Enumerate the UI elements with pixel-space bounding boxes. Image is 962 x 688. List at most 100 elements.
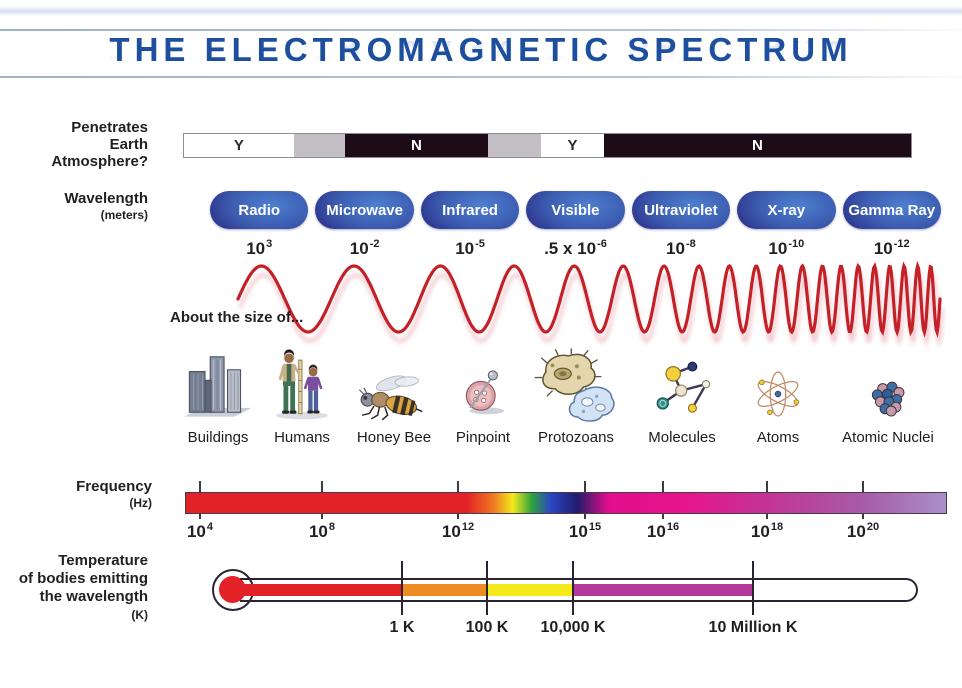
thermo-segment-yellow <box>487 584 573 596</box>
thermo-segment-empty <box>753 584 913 596</box>
temperature-tick-label: 10,000 K <box>540 619 606 636</box>
size-item-pinpoint: Pinpoint <box>449 346 517 446</box>
penetrates-label: Penetrates Earth Atmosphere? <box>0 119 148 170</box>
protozoans-icon <box>534 348 615 422</box>
pinpoint-icon <box>465 370 505 415</box>
penetrates-segment-no: N <box>344 134 489 157</box>
wavelength-bands: Radio 103 Microwave 10-2 Infrared 10-5 V… <box>210 191 941 259</box>
value-exponent: -10 <box>788 238 805 250</box>
temperature-label-line1: Temperature <box>58 552 148 569</box>
tick-exponent: 16 <box>666 521 680 533</box>
value-base: 10 <box>577 239 597 258</box>
penetrates-segment-yes: Y <box>541 134 604 157</box>
band-pill: X-ray <box>737 191 836 229</box>
penetrates-segment-partial <box>293 134 345 157</box>
value-exponent: -6 <box>597 238 607 250</box>
frequency-tick-label: 1018 <box>750 521 783 542</box>
band-pill: Radio <box>210 191 309 229</box>
band-xray: X-ray 10-10 <box>737 191 836 259</box>
penetrates-segment-no: N <box>603 134 912 157</box>
temperature-label: Temperature of bodies emitting the wavel… <box>0 552 148 624</box>
size-item-label: Atoms <box>756 429 800 446</box>
value-base: 10 <box>873 239 893 258</box>
frequency-label: Frequency (Hz) <box>4 478 152 512</box>
frequency-tick-label: 104 <box>186 521 214 542</box>
temperature-tick <box>572 561 574 615</box>
value-exponent: 3 <box>266 238 273 250</box>
size-item-label: Atomic Nuclei <box>842 429 934 446</box>
band-pill: Visible <box>526 191 625 229</box>
wavelength-unit: (meters) <box>100 208 148 222</box>
band-value: 10-2 <box>350 238 380 259</box>
temperature-label-line2: of bodies emitting <box>18 570 148 587</box>
band-name: Radio <box>238 201 281 219</box>
value-base: 10 <box>246 239 266 258</box>
tick-base: 10 <box>308 522 328 541</box>
band-infrared: Infrared 10-5 <box>420 191 520 259</box>
temperature-tick-label: 100 K <box>465 619 509 636</box>
tick-base: 10 <box>441 522 461 541</box>
thermo-segment-red <box>240 584 402 596</box>
band-ultraviolet: Ultraviolet 10-8 <box>631 191 731 259</box>
wavelength-label-text: Wavelength <box>64 190 148 207</box>
wave-path <box>236 260 942 339</box>
size-item-honeybee: Honey Bee <box>353 346 435 446</box>
temperature-tick-label: 1 K <box>389 619 415 636</box>
size-item-label: Buildings <box>187 429 249 446</box>
size-item-label: Pinpoint <box>455 429 511 446</box>
band-name: Visible <box>551 201 600 219</box>
humans-icon <box>276 349 328 420</box>
band-name: Gamma Ray <box>848 201 936 219</box>
penetrates-segment-yes: Y <box>184 134 294 157</box>
band-pill: Microwave <box>315 191 414 229</box>
atomic-nuclei-icon <box>871 381 905 417</box>
size-item-label: Humans <box>274 429 330 446</box>
page-title-reflection: THE ELECTROMAGNETIC SPECTRUM <box>109 41 853 67</box>
value-exponent: -5 <box>475 238 485 250</box>
frequency-label-text: Frequency <box>76 478 152 495</box>
band-pill: Infrared <box>420 191 520 229</box>
tick-base: 10 <box>846 522 866 541</box>
band-value: 103 <box>246 238 273 259</box>
molecules-icon <box>656 361 711 413</box>
wavelength-label: Wavelength (meters) <box>0 190 148 224</box>
tick-base: 10 <box>750 522 770 541</box>
value-base: 10 <box>666 239 685 258</box>
frequency-spectrum-bar <box>185 492 947 514</box>
band-value: 10-5 <box>455 238 485 259</box>
thermo-segment-orange <box>402 584 487 596</box>
wavelength-wave <box>236 260 944 347</box>
tick-exponent: 15 <box>588 521 602 533</box>
band-name: Microwave <box>326 201 403 219</box>
band-value: .5 x 10-6 <box>544 238 607 259</box>
tick-base: 10 <box>186 522 206 541</box>
band-value: 10-8 <box>666 238 696 259</box>
honey-bee-icon <box>358 375 423 421</box>
band-pill: Ultraviolet <box>631 191 731 229</box>
value-exponent: -8 <box>685 238 696 250</box>
frequency-tick-label: 1020 <box>846 521 880 542</box>
size-item-humans: Humans <box>265 346 339 446</box>
temperature-label-line3: the wavelength <box>39 588 148 605</box>
buildings-icon <box>184 356 252 417</box>
value-exponent: -12 <box>893 238 910 250</box>
tick-exponent: 20 <box>866 521 880 533</box>
temperature-tick <box>486 561 488 615</box>
thermo-segment-magenta <box>573 584 753 596</box>
thermometer-tube <box>240 578 918 602</box>
temperature-tick <box>401 561 403 615</box>
size-item-atomic-nuclei: Atomic Nuclei <box>842 346 934 446</box>
frequency-tick-label: 1016 <box>647 521 680 542</box>
penetrates-label-line2: Earth <box>109 136 148 153</box>
tick-exponent: 8 <box>328 521 336 533</box>
band-pill: Gamma Ray <box>842 191 941 229</box>
band-name: Ultraviolet <box>644 201 718 219</box>
thermometer-track <box>240 584 913 596</box>
frequency-tick-label: 1012 <box>441 521 474 542</box>
size-item-label: Molecules <box>648 429 716 446</box>
top-gradient-band <box>0 6 962 16</box>
value-exponent: -2 <box>369 238 380 250</box>
frequency-unit: (Hz) <box>129 496 152 510</box>
tick-exponent: 4 <box>206 521 214 533</box>
